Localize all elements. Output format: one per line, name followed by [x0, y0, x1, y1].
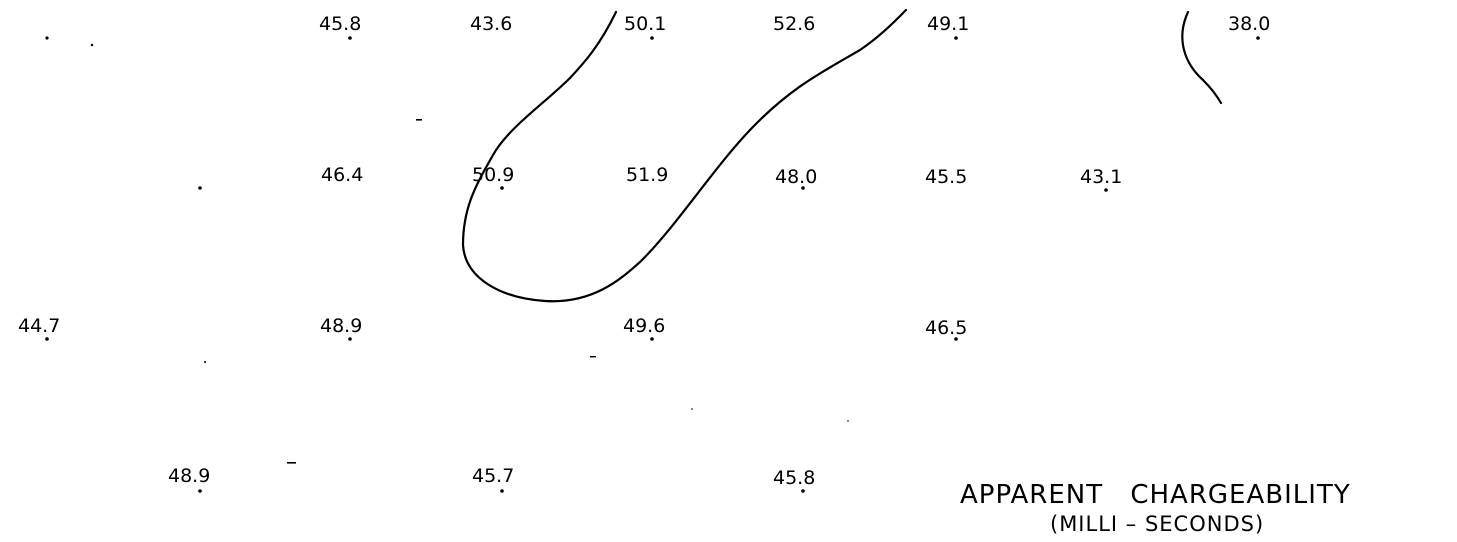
scan-specks [45, 36, 849, 464]
station-dot [500, 489, 504, 493]
station-dot [650, 36, 654, 40]
contour-loop [461, 8, 908, 303]
station-dots [45, 36, 1260, 493]
station-value: 45.8 [319, 13, 361, 35]
station-values: 45.8 43.6 50.1 52.6 49.1 38.0 46.4 50.9 … [18, 13, 1270, 489]
station-value: 45.5 [925, 166, 967, 188]
contour-right-arc [1181, 10, 1223, 105]
station-value: 43.1 [1080, 166, 1122, 188]
station-dot [954, 337, 958, 341]
station-value: 49.1 [927, 13, 969, 35]
station-value: 43.6 [470, 13, 512, 35]
station-dot [198, 489, 202, 493]
station-value: 48.9 [320, 315, 362, 337]
station-value: 45.7 [472, 465, 514, 487]
station-dot [801, 489, 805, 493]
station-value: 46.4 [321, 164, 363, 186]
station-value: 49.6 [623, 315, 665, 337]
station-value: 48.0 [775, 166, 817, 188]
station-dot [500, 186, 504, 190]
station-value: 44.7 [18, 315, 60, 337]
station-value: 45.8 [773, 467, 815, 489]
station-value: 50.1 [624, 13, 666, 35]
station-value: 52.6 [773, 13, 815, 35]
station-dot [1256, 36, 1260, 40]
station-dot [650, 337, 654, 341]
station-dot [348, 337, 352, 341]
station-dot [954, 36, 958, 40]
map-title: APPARENT CHARGEABILITY [960, 480, 1351, 510]
map-units: (MILLI – SECONDS) [1050, 512, 1265, 536]
station-dot [1104, 188, 1108, 192]
station-value: 38.0 [1228, 13, 1270, 35]
station-dot [348, 36, 352, 40]
station-value: 46.5 [925, 317, 967, 339]
station-dot [801, 186, 805, 190]
station-value: 50.9 [472, 164, 514, 186]
station-value: 48.9 [168, 465, 210, 487]
station-dot [45, 337, 49, 341]
station-value: 51.9 [626, 164, 668, 186]
